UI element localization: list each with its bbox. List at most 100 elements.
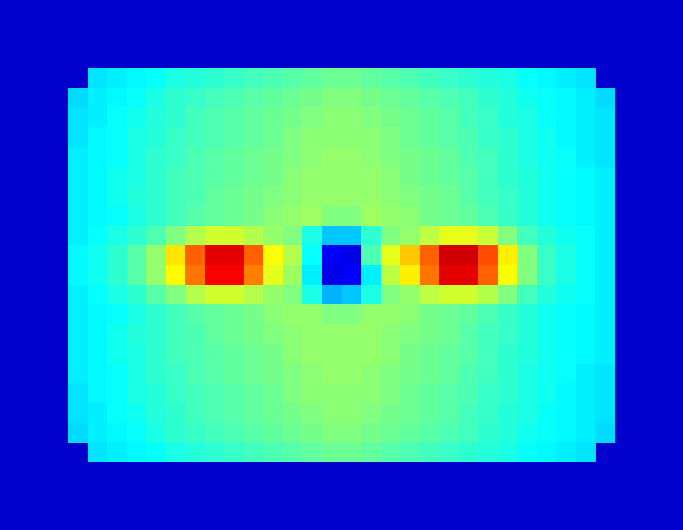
- heatmap-cell: [107, 127, 127, 147]
- heatmap-cell: [302, 442, 322, 462]
- heatmap-cell: [302, 265, 322, 285]
- heatmap-cell: [88, 324, 108, 344]
- heatmap-cell: [556, 423, 576, 443]
- heatmap-cell: [146, 147, 166, 167]
- heatmap-cell: [166, 167, 186, 187]
- heatmap-cell: [283, 68, 303, 88]
- heatmap-cell: [439, 147, 459, 167]
- heatmap-cell: [556, 186, 576, 206]
- heatmap-cell: [498, 226, 518, 246]
- heatmap-cell: [127, 324, 147, 344]
- heatmap-cell: [517, 403, 537, 423]
- heatmap-cell: [224, 206, 244, 226]
- heatmap-cell: [361, 364, 381, 384]
- heatmap-cell: [224, 167, 244, 187]
- heatmap-cell: [205, 403, 225, 423]
- heatmap-cell: [342, 68, 362, 88]
- heatmap-cell: [224, 186, 244, 206]
- heatmap-cell: [302, 68, 322, 88]
- heatmap-cell: [302, 206, 322, 226]
- heatmap-cell: [381, 403, 401, 423]
- heatmap-cell: [166, 304, 186, 324]
- heatmap-cell: [595, 127, 615, 147]
- heatmap-cell: [263, 304, 283, 324]
- heatmap-cell: [224, 147, 244, 167]
- heatmap-cell: [244, 186, 264, 206]
- heatmap-cell: [224, 324, 244, 344]
- heatmap-cell: [576, 364, 596, 384]
- heatmap-cell: [478, 68, 498, 88]
- heatmap-cell: [556, 107, 576, 127]
- heatmap-cell: [107, 245, 127, 265]
- heatmap-cell: [556, 324, 576, 344]
- heatmap-cell: [244, 383, 264, 403]
- heatmap-cell: [205, 344, 225, 364]
- heatmap-cell: [342, 206, 362, 226]
- heatmap-cell: [478, 88, 498, 108]
- heatmap-cell: [127, 304, 147, 324]
- heatmap-cell: [400, 147, 420, 167]
- heatmap-cell: [302, 127, 322, 147]
- heatmap-cell: [322, 364, 342, 384]
- heatmap-cell: [517, 304, 537, 324]
- heatmap-cell: [302, 167, 322, 187]
- heatmap-cell: [185, 167, 205, 187]
- heatmap-cell: [302, 186, 322, 206]
- heatmap-cell: [420, 186, 440, 206]
- heatmap-cell: [322, 324, 342, 344]
- heatmap-cell: [107, 364, 127, 384]
- heatmap-cell: [244, 107, 264, 127]
- heatmap-cell: [537, 265, 557, 285]
- heatmap-cell: [576, 442, 596, 462]
- heatmap-cell: [420, 245, 440, 265]
- heatmap-cell: [342, 186, 362, 206]
- heatmap-cell: [107, 285, 127, 305]
- heatmap-cell: [68, 304, 88, 324]
- heatmap-cell: [459, 285, 479, 305]
- heatmap-cell: [302, 364, 322, 384]
- heatmap-cell: [146, 403, 166, 423]
- heatmap-cell: [517, 364, 537, 384]
- heatmap-cell: [224, 265, 244, 285]
- heatmap-cell: [88, 68, 108, 88]
- heatmap-cell: [576, 147, 596, 167]
- heatmap-cell: [498, 285, 518, 305]
- heatmap-cell: [283, 403, 303, 423]
- heatmap-cell: [166, 285, 186, 305]
- heatmap-cell: [342, 285, 362, 305]
- heatmap-cell: [283, 127, 303, 147]
- heatmap-cell: [556, 285, 576, 305]
- heatmap-cell: [498, 206, 518, 226]
- heatmap-cell: [595, 186, 615, 206]
- heatmap-cell: [576, 167, 596, 187]
- heatmap-cell: [244, 147, 264, 167]
- heatmap-cell: [185, 442, 205, 462]
- heatmap-cell: [224, 68, 244, 88]
- heatmap-cell: [107, 186, 127, 206]
- heatmap-cell: [517, 127, 537, 147]
- heatmap-cell: [107, 383, 127, 403]
- heatmap-cell: [439, 226, 459, 246]
- heatmap-cell: [342, 442, 362, 462]
- heatmap-cell: [263, 285, 283, 305]
- heatmap-cell: [302, 88, 322, 108]
- heatmap-cell: [185, 364, 205, 384]
- heatmap-cell: [498, 68, 518, 88]
- heatmap-cell: [263, 344, 283, 364]
- heatmap-cell: [420, 226, 440, 246]
- heatmap-cell: [88, 147, 108, 167]
- heatmap-cell: [322, 245, 342, 265]
- heatmap-cell: [498, 245, 518, 265]
- heatmap-cell: [322, 147, 342, 167]
- heatmap-cell: [439, 442, 459, 462]
- heatmap-cell: [263, 442, 283, 462]
- heatmap-cell: [342, 245, 362, 265]
- heatmap-cell: [556, 167, 576, 187]
- heatmap-cell: [400, 344, 420, 364]
- heatmap-cell: [400, 245, 420, 265]
- heatmap-cell: [302, 285, 322, 305]
- heatmap-cell: [576, 383, 596, 403]
- heatmap-cell: [517, 88, 537, 108]
- heatmap-cell: [537, 206, 557, 226]
- heatmap-cell: [224, 88, 244, 108]
